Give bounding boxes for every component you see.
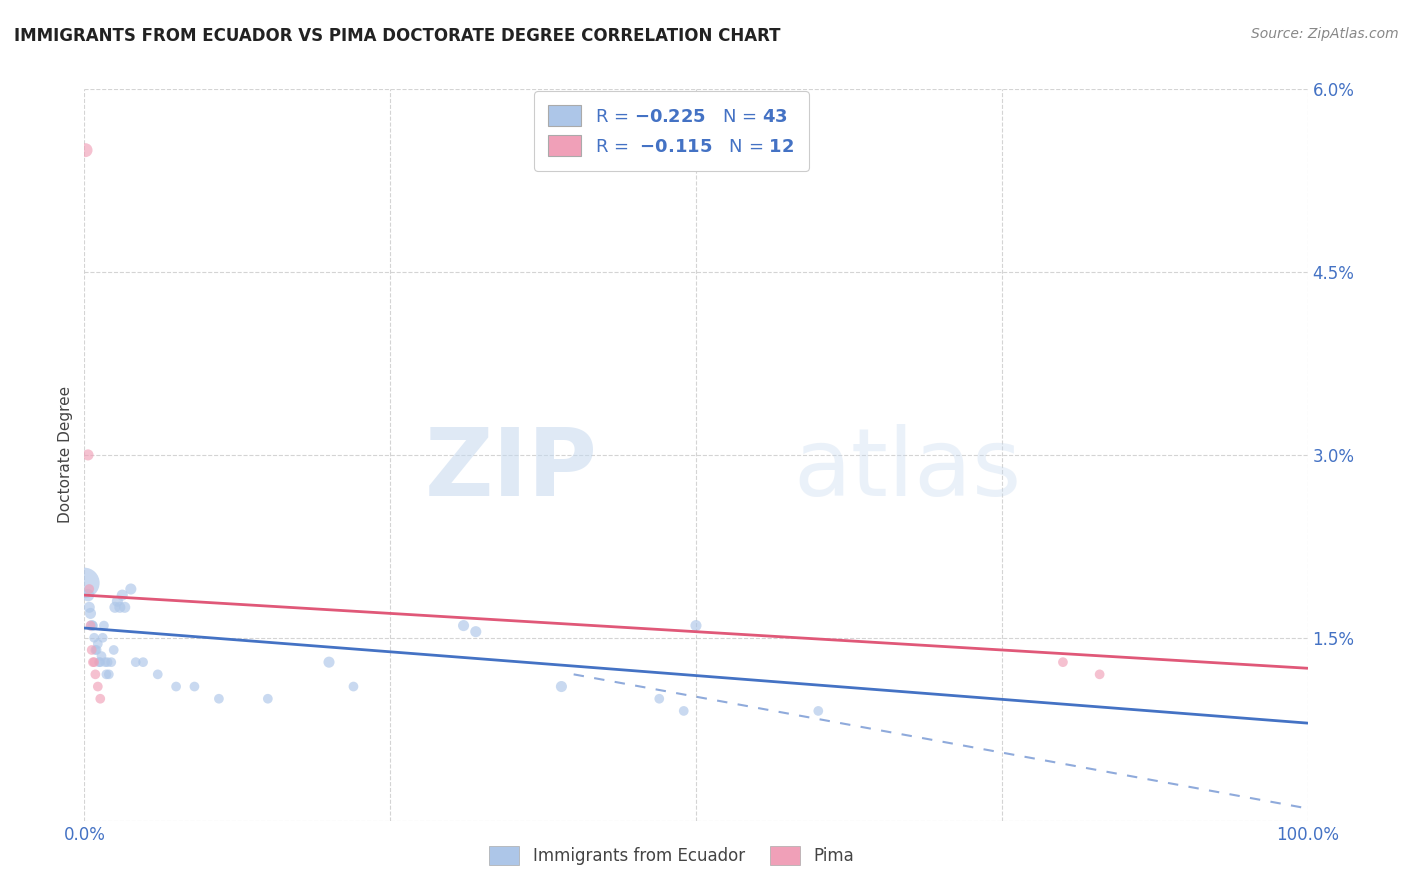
Point	[100, 655, 122, 669]
Point	[84, 667, 107, 681]
Point	[165, 680, 187, 694]
Point	[342, 680, 364, 694]
Text: Source: ZipAtlas.com: Source: ZipAtlas.com	[1251, 27, 1399, 41]
Point	[87, 680, 110, 694]
Point	[80, 643, 103, 657]
Point	[97, 655, 120, 669]
Point	[104, 600, 127, 615]
Point	[183, 680, 205, 694]
Point	[97, 667, 120, 681]
Point	[146, 667, 169, 681]
Legend: Immigrants from Ecuador, Pima: Immigrants from Ecuador, Pima	[475, 832, 868, 878]
Point	[87, 637, 110, 651]
Point	[82, 618, 104, 632]
Point	[464, 624, 486, 639]
Point	[77, 600, 100, 615]
Point	[672, 704, 695, 718]
Point	[75, 143, 97, 157]
Point	[1052, 655, 1074, 669]
Point	[83, 631, 105, 645]
Point	[79, 607, 101, 621]
Point	[90, 649, 112, 664]
Point	[77, 588, 100, 602]
Point	[125, 655, 148, 669]
Point	[79, 618, 101, 632]
Point	[120, 582, 142, 596]
Point	[91, 631, 114, 645]
Point	[84, 643, 107, 657]
Point	[111, 588, 134, 602]
Text: atlas: atlas	[794, 424, 1022, 516]
Point	[318, 655, 340, 669]
Point	[80, 618, 103, 632]
Point	[807, 704, 830, 718]
Y-axis label: Doctorate Degree: Doctorate Degree	[58, 386, 73, 524]
Point	[648, 691, 671, 706]
Point	[108, 600, 131, 615]
Text: IMMIGRANTS FROM ECUADOR VS PIMA DOCTORATE DEGREE CORRELATION CHART: IMMIGRANTS FROM ECUADOR VS PIMA DOCTORAT…	[14, 27, 780, 45]
Point	[77, 448, 100, 462]
Point	[1088, 667, 1111, 681]
Point	[83, 655, 105, 669]
Point	[73, 576, 96, 591]
Point	[77, 582, 100, 596]
Text: ZIP: ZIP	[425, 424, 598, 516]
Point	[89, 691, 111, 706]
Point	[93, 618, 115, 632]
Point	[86, 643, 108, 657]
Point	[685, 618, 707, 632]
Point	[257, 691, 280, 706]
Point	[94, 655, 117, 669]
Point	[87, 655, 110, 669]
Point	[89, 655, 111, 669]
Point	[550, 680, 572, 694]
Point	[114, 600, 136, 615]
Point	[208, 691, 231, 706]
Point	[105, 594, 128, 608]
Point	[96, 667, 118, 681]
Point	[82, 655, 104, 669]
Point	[103, 643, 125, 657]
Point	[453, 618, 475, 632]
Point	[132, 655, 155, 669]
